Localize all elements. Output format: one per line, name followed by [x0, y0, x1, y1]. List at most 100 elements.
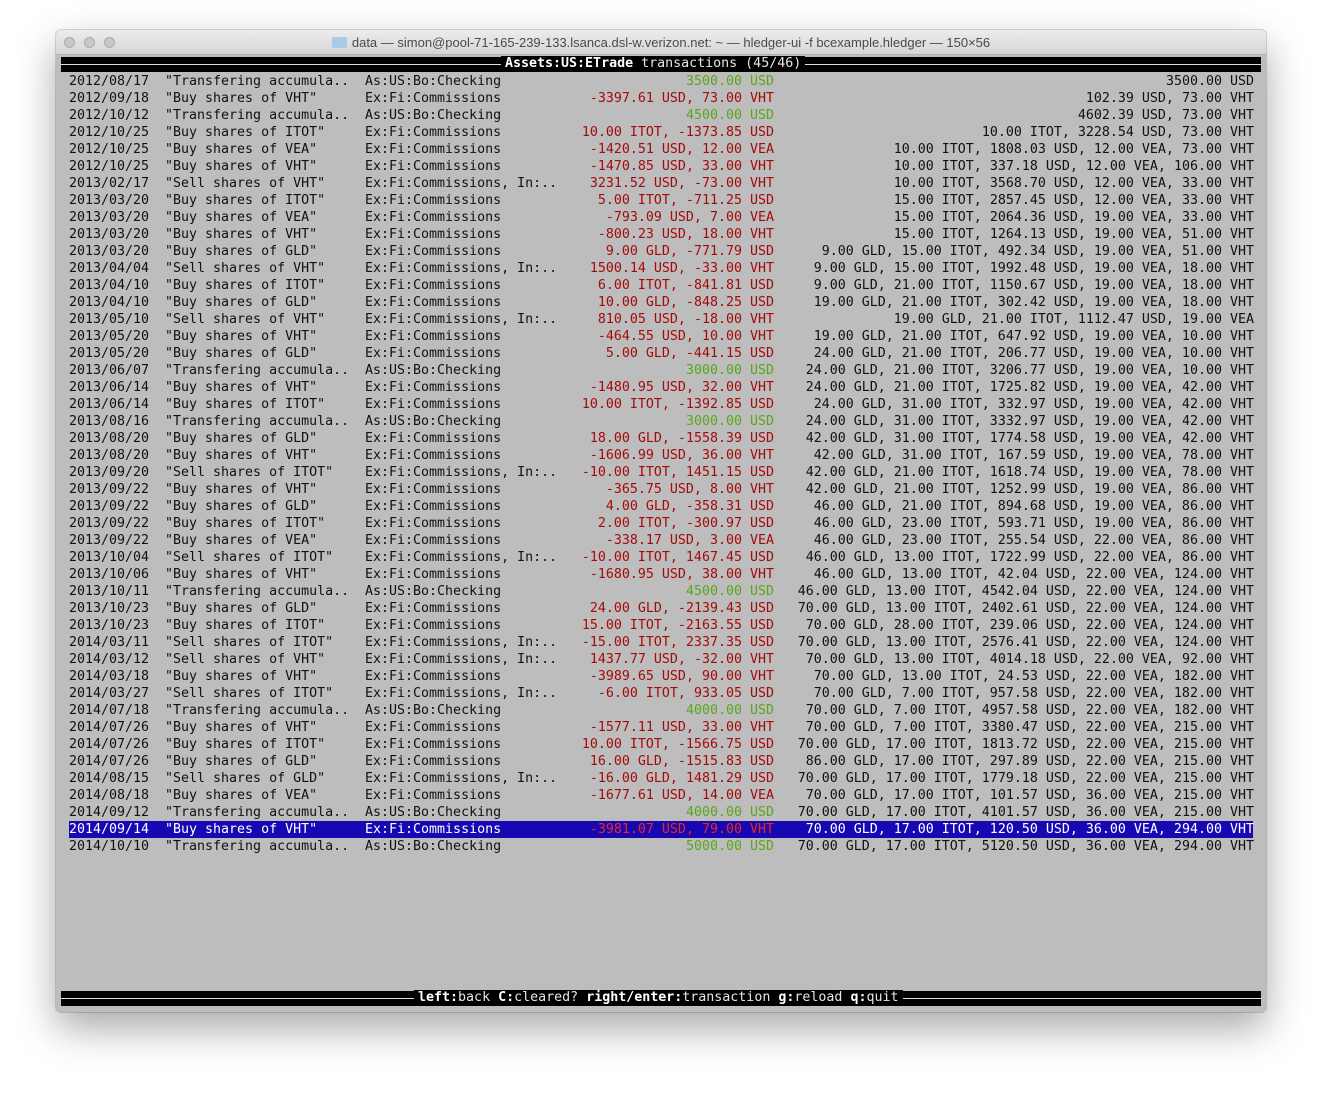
- account-cell: Ex:Fi:Commissions: [365, 91, 502, 106]
- minimize-button[interactable]: [84, 37, 95, 48]
- table-row[interactable]: 2012/10/25 "Buy shares of VEA" Ex:Fi:Commi…: [61, 141, 1261, 158]
- account-cell: Ex:Fi:Commissions: [365, 329, 502, 344]
- table-row[interactable]: 2013/04/04 "Sell shares of VHT" Ex:Fi:Comm…: [61, 260, 1261, 277]
- table-row[interactable]: 2014/10/10 "Transfering accumula.. As:US:B…: [61, 838, 1261, 855]
- description-cell: "Buy shares of VHT": [165, 669, 318, 684]
- close-button[interactable]: [64, 37, 75, 48]
- table-row[interactable]: 2013/06/14 "Buy shares of VHT" Ex:Fi:Commi…: [61, 379, 1261, 396]
- table-row[interactable]: 2013/05/10 "Sell shares of VHT" Ex:Fi:Comm…: [61, 311, 1261, 328]
- table-row[interactable]: 2013/10/04 "Sell shares of ITOT" Ex:Fi:Com…: [61, 549, 1261, 566]
- table-row[interactable]: 2013/10/06 "Buy shares of VHT" Ex:Fi:Commi…: [61, 566, 1261, 583]
- date-cell: 2012/09/18: [69, 91, 150, 106]
- balance-cell: 70.00 GLD, 7.00 ITOT, 3380.47 USD, 22.00…: [805, 720, 1254, 735]
- amount-cell: -3981.07 USD, 79.00 VHT: [589, 822, 774, 837]
- amount-cell: 9.00 GLD, -771.79 USD: [605, 244, 774, 259]
- table-row[interactable]: 2013/09/22 "Buy shares of VEA" Ex:Fi:Commi…: [61, 532, 1261, 549]
- date-cell: 2013/10/11: [69, 584, 150, 599]
- description-cell: "Transfering accumula..: [165, 363, 350, 378]
- table-row[interactable]: 2012/10/12 "Transfering accumula.. As:US:B…: [61, 107, 1261, 124]
- balance-cell: 70.00 GLD, 13.00 ITOT, 24.53 USD, 22.00 …: [813, 669, 1254, 684]
- account-cell: Ex:Fi:Commissions: [365, 346, 502, 361]
- table-row[interactable]: 2014/08/15 "Sell shares of GLD" Ex:Fi:Comm…: [61, 770, 1261, 787]
- table-row[interactable]: 2013/04/10 "Buy shares of ITOT" Ex:Fi:Comm…: [61, 277, 1261, 294]
- description-cell: "Buy shares of ITOT": [165, 618, 326, 633]
- table-row[interactable]: 2014/07/18 "Transfering accumula.. As:US:B…: [61, 702, 1261, 719]
- date-cell: 2013/09/22: [69, 516, 150, 531]
- table-row[interactable]: 2013/08/16 "Transfering accumula.. As:US:B…: [61, 413, 1261, 430]
- balance-cell: 70.00 GLD, 17.00 ITOT, 1779.18 USD, 22.0…: [797, 771, 1254, 786]
- table-row[interactable]: 2013/08/20 "Buy shares of VHT" Ex:Fi:Commi…: [61, 447, 1261, 464]
- balance-cell: 70.00 GLD, 13.00 ITOT, 2402.61 USD, 22.0…: [797, 601, 1254, 616]
- table-row[interactable]: 2013/09/22 "Buy shares of VHT" Ex:Fi:Commi…: [61, 481, 1261, 498]
- description-cell: "Buy shares of GLD": [165, 499, 318, 514]
- table-row[interactable]: 2013/03/20 "Buy shares of VHT" Ex:Fi:Commi…: [61, 226, 1261, 243]
- window-title: data — simon@pool-71-165-239-133.lsanca.…: [56, 35, 1266, 50]
- amount-cell: -1577.11 USD, 33.00 VHT: [589, 720, 774, 735]
- table-row[interactable]: 2014/09/12 "Transfering accumula.. As:US:B…: [61, 804, 1261, 821]
- account-cell: Ex:Fi:Commissions: [365, 754, 502, 769]
- date-cell: 2014/09/14: [69, 822, 150, 837]
- title-bar: data — simon@pool-71-165-239-133.lsanca.…: [56, 30, 1266, 55]
- balance-cell: 24.00 GLD, 31.00 ITOT, 3332.97 USD, 19.0…: [805, 414, 1254, 429]
- description-cell: "Buy shares of VHT": [165, 91, 318, 106]
- table-row[interactable]: 2013/09/20 "Sell shares of ITOT" Ex:Fi:Com…: [61, 464, 1261, 481]
- table-row[interactable]: 2013/04/10 "Buy shares of GLD" Ex:Fi:Commi…: [61, 294, 1261, 311]
- table-row[interactable]: 2013/09/22 "Buy shares of GLD" Ex:Fi:Commi…: [61, 498, 1261, 515]
- table-row[interactable]: 2014/07/26 "Buy shares of VHT" Ex:Fi:Commi…: [61, 719, 1261, 736]
- table-row[interactable]: 2013/09/22 "Buy shares of ITOT" Ex:Fi:Comm…: [61, 515, 1261, 532]
- key-4-action: quit: [866, 990, 899, 1005]
- description-cell: "Buy shares of ITOT": [165, 397, 326, 412]
- balance-cell: 70.00 GLD, 17.00 ITOT, 120.50 USD, 36.00…: [805, 822, 1254, 837]
- date-cell: 2013/04/10: [69, 278, 150, 293]
- amount-cell: -1606.99 USD, 36.00 VHT: [589, 448, 774, 463]
- table-row[interactable]: 2013/10/23 "Buy shares of ITOT" Ex:Fi:Comm…: [61, 617, 1261, 634]
- table-row[interactable]: 2014/08/18 "Buy shares of VEA" Ex:Fi:Commi…: [61, 787, 1261, 804]
- table-row[interactable]: 2014/03/18 "Buy shares of VHT" Ex:Fi:Commi…: [61, 668, 1261, 685]
- amount-cell: 10.00 ITOT, -1373.85 USD: [581, 125, 774, 140]
- table-row[interactable]: 2012/09/18 "Buy shares of VHT" Ex:Fi:Commi…: [61, 90, 1261, 107]
- balance-cell: 46.00 GLD, 23.00 ITOT, 593.71 USD, 19.00…: [813, 516, 1254, 531]
- account-cell: As:US:Bo:Checking: [365, 805, 502, 820]
- amount-cell: 10.00 GLD, -848.25 USD: [597, 295, 774, 310]
- date-cell: 2012/10/25: [69, 159, 150, 174]
- table-row[interactable]: 2013/10/11 "Transfering accumula.. As:US:B…: [61, 583, 1261, 600]
- table-row[interactable]: 2013/03/20 "Buy shares of GLD" Ex:Fi:Commi…: [61, 243, 1261, 260]
- date-cell: 2013/04/10: [69, 295, 150, 310]
- amount-cell: -1420.51 USD, 12.00 VEA: [589, 142, 774, 157]
- account-cell: Ex:Fi:Commissions: [365, 278, 502, 293]
- description-cell: "Buy shares of ITOT": [165, 193, 326, 208]
- table-row[interactable]: 2013/05/20 "Buy shares of GLD" Ex:Fi:Commi…: [61, 345, 1261, 362]
- table-row[interactable]: 2013/03/20 "Buy shares of VEA" Ex:Fi:Commi…: [61, 209, 1261, 226]
- balance-cell: 10.00 ITOT, 1808.03 USD, 12.00 VEA, 73.0…: [893, 142, 1254, 157]
- date-cell: 2013/03/20: [69, 210, 150, 225]
- table-row[interactable]: 2013/02/17 "Sell shares of VHT" Ex:Fi:Comm…: [61, 175, 1261, 192]
- table-row[interactable]: 2012/10/25 "Buy shares of ITOT" Ex:Fi:Comm…: [61, 124, 1261, 141]
- terminal-content[interactable]: Assets:US:ETrade transactions (45/46) 20…: [61, 55, 1261, 1008]
- table-row[interactable]: 2014/03/12 "Sell shares of VHT" Ex:Fi:Comm…: [61, 651, 1261, 668]
- zoom-button[interactable]: [104, 37, 115, 48]
- amount-cell: 10.00 ITOT, -1392.85 USD: [581, 397, 774, 412]
- table-row[interactable]: 2014/07/26 "Buy shares of GLD" Ex:Fi:Commi…: [61, 753, 1261, 770]
- table-row[interactable]: 2014/03/27 "Sell shares of ITOT" Ex:Fi:Com…: [61, 685, 1261, 702]
- key-2-action: transaction: [682, 990, 771, 1005]
- table-row[interactable]: 2012/08/17 "Transfering accumula.. As:US:B…: [61, 73, 1261, 90]
- table-row[interactable]: 2014/03/11 "Sell shares of ITOT" Ex:Fi:Com…: [61, 634, 1261, 651]
- table-row[interactable]: 2013/03/20 "Buy shares of ITOT" Ex:Fi:Comm…: [61, 192, 1261, 209]
- table-row[interactable]: 2014/07/26 "Buy shares of ITOT" Ex:Fi:Comm…: [61, 736, 1261, 753]
- table-row[interactable]: 2013/05/20 "Buy shares of VHT" Ex:Fi:Commi…: [61, 328, 1261, 345]
- table-row[interactable]: 2013/08/20 "Buy shares of GLD" Ex:Fi:Commi…: [61, 430, 1261, 447]
- description-cell: "Buy shares of VHT": [165, 380, 318, 395]
- folder-icon: [331, 37, 347, 48]
- date-cell: 2013/10/04: [69, 550, 150, 565]
- account-cell: Ex:Fi:Commissions: [365, 431, 502, 446]
- balance-cell: 42.00 GLD, 31.00 ITOT, 1774.58 USD, 19.0…: [805, 431, 1254, 446]
- table-row[interactable]: 2013/06/14 "Buy shares of ITOT" Ex:Fi:Comm…: [61, 396, 1261, 413]
- account-cell: Ex:Fi:Commissions: [365, 533, 502, 548]
- table-row[interactable]: 2013/06/07 "Transfering accumula.. As:US:B…: [61, 362, 1261, 379]
- description-cell: "Buy shares of VEA": [165, 210, 318, 225]
- table-row[interactable]: 2013/10/23 "Buy shares of GLD" Ex:Fi:Commi…: [61, 600, 1261, 617]
- table-row-selected[interactable]: 2014/09/14 "Buy shares of VHT" Ex:Fi:Commi…: [69, 821, 1254, 838]
- balance-cell: 19.00 GLD, 21.00 ITOT, 647.92 USD, 19.00…: [813, 329, 1254, 344]
- table-row[interactable]: 2012/10/25 "Buy shares of VHT" Ex:Fi:Commi…: [61, 158, 1261, 175]
- key-3-action: reload: [794, 990, 843, 1005]
